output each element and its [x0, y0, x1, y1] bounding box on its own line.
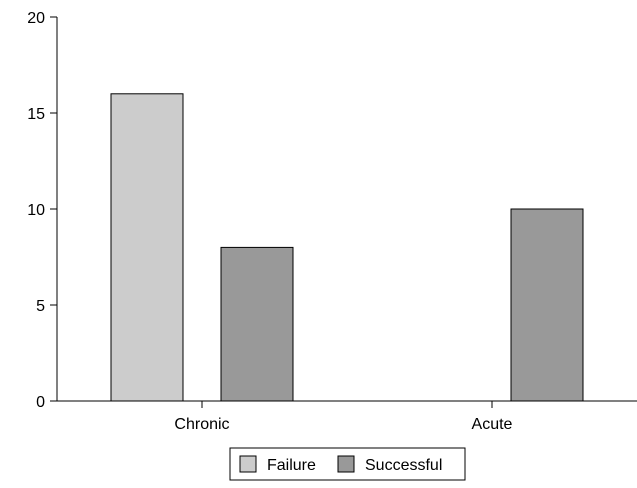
- legend-swatch-successful: [337, 455, 355, 473]
- bar-failure-chronic: [110, 93, 184, 402]
- legend-label-failure: Failure: [267, 457, 316, 474]
- y-tick-label: 5: [36, 298, 45, 315]
- x-tick-label: Acute: [472, 416, 513, 433]
- legend-label-successful: Successful: [365, 457, 442, 474]
- bar-successful-chronic: [220, 246, 294, 402]
- y-tick-label: 15: [27, 106, 45, 123]
- x-axis: Chronic Acute: [57, 400, 637, 433]
- legend-swatch-failure: [239, 455, 257, 473]
- x-tick-label: Chronic: [174, 416, 229, 433]
- y-tick-label: 20: [27, 10, 45, 27]
- legend: Failure Successful: [229, 447, 466, 481]
- legend-box: [229, 447, 466, 481]
- bar-successful-acute: [510, 208, 584, 402]
- y-tick-label: 10: [27, 202, 45, 219]
- bars: [110, 93, 584, 402]
- y-axis: 0 5 10 15 20: [27, 10, 58, 411]
- y-tick-label: 0: [36, 394, 45, 411]
